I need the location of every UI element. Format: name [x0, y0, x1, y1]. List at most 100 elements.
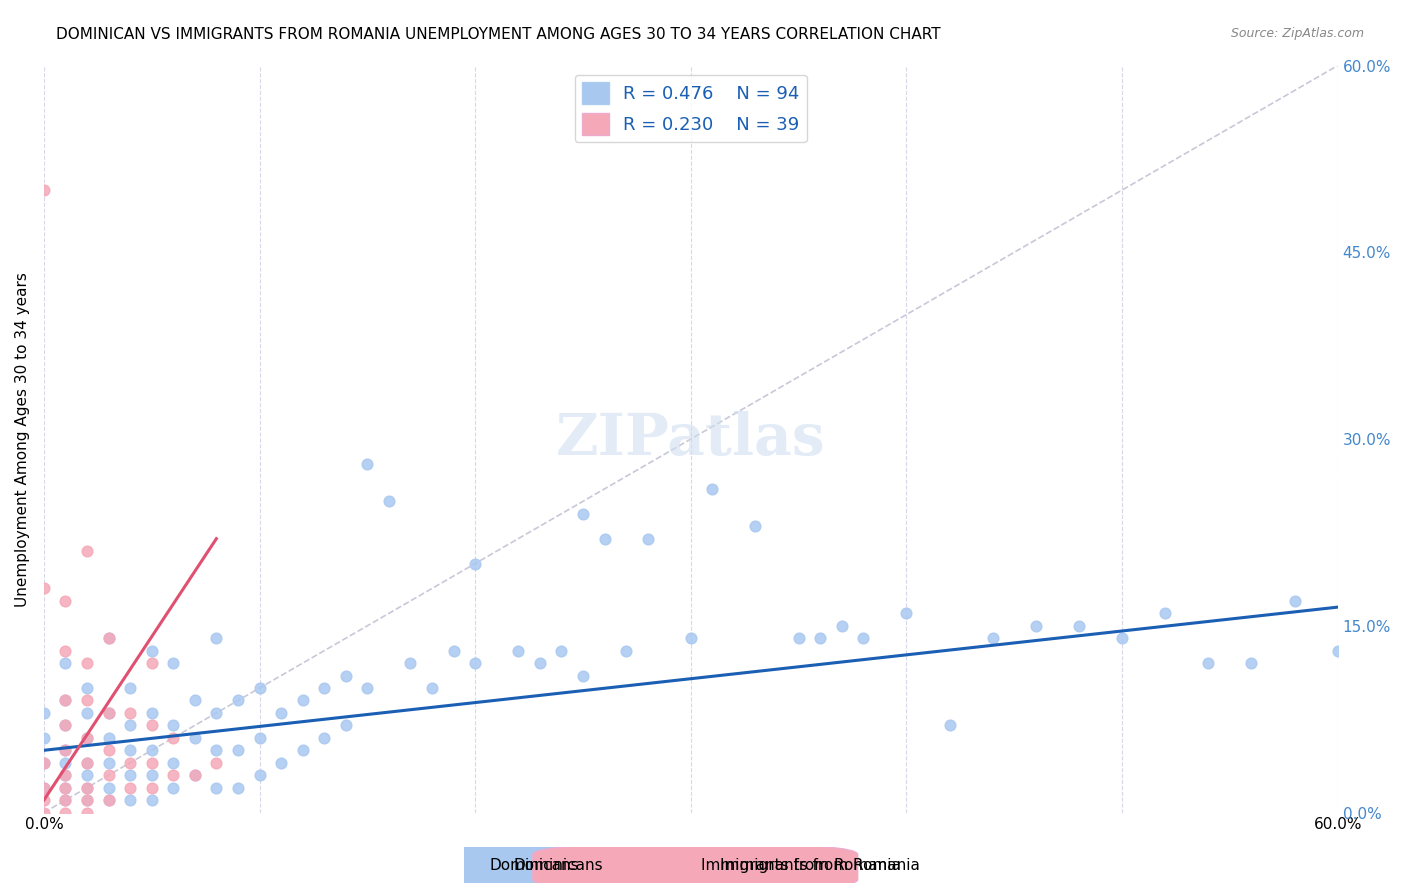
Point: [1197, 656, 1219, 670]
Point: [55, 768, 77, 782]
Point: [76, 731, 98, 745]
Point: [55, 643, 77, 657]
Point: [572, 668, 595, 682]
Point: [97, 756, 120, 770]
Point: [120, 780, 142, 795]
Point: [162, 656, 184, 670]
Point: [356, 681, 378, 695]
Point: [32, 706, 55, 720]
Point: [205, 743, 228, 757]
Point: [97, 793, 120, 807]
Point: [981, 632, 1004, 646]
Text: DOMINICAN VS IMMIGRANTS FROM ROMANIA UNEMPLOYMENT AMONG AGES 30 TO 34 YEARS CORR: DOMINICAN VS IMMIGRANTS FROM ROMANIA UNE…: [56, 27, 941, 42]
Point: [464, 656, 486, 670]
Point: [97, 743, 120, 757]
Y-axis label: Unemployment Among Ages 30 to 34 years: Unemployment Among Ages 30 to 34 years: [15, 272, 30, 607]
Point: [1240, 656, 1263, 670]
Point: [399, 656, 422, 670]
Point: [55, 718, 77, 732]
Point: [55, 594, 77, 608]
Point: [420, 681, 443, 695]
Point: [76, 681, 98, 695]
Point: [162, 768, 184, 782]
Point: [226, 743, 249, 757]
Text: Dominicans: Dominicans: [489, 858, 579, 872]
Point: [162, 731, 184, 745]
Point: [550, 643, 572, 657]
Point: [32, 582, 55, 596]
Point: [55, 793, 77, 807]
Point: [896, 607, 918, 621]
Point: [76, 756, 98, 770]
Point: [249, 731, 271, 745]
Point: [55, 780, 77, 795]
Point: [205, 706, 228, 720]
Point: [529, 656, 551, 670]
Point: [1326, 643, 1348, 657]
Point: [76, 768, 98, 782]
Point: [32, 805, 55, 820]
Point: [55, 743, 77, 757]
Point: [76, 693, 98, 707]
Text: ZIPatlas: ZIPatlas: [555, 411, 825, 467]
Point: [76, 780, 98, 795]
FancyBboxPatch shape: [326, 844, 651, 890]
Point: [55, 768, 77, 782]
Point: [32, 756, 55, 770]
Point: [378, 494, 401, 508]
Point: [787, 632, 810, 646]
Point: [226, 693, 249, 707]
Point: [76, 544, 98, 558]
Point: [1025, 619, 1047, 633]
Point: [938, 718, 960, 732]
Text: Source: ZipAtlas.com: Source: ZipAtlas.com: [1230, 27, 1364, 40]
Point: [55, 780, 77, 795]
Point: [184, 693, 207, 707]
Point: [162, 756, 184, 770]
Point: [76, 731, 98, 745]
Point: [120, 718, 142, 732]
Point: [852, 632, 875, 646]
Point: [291, 693, 314, 707]
Point: [97, 706, 120, 720]
Point: [97, 780, 120, 795]
Point: [120, 768, 142, 782]
Point: [1284, 594, 1306, 608]
Point: [97, 768, 120, 782]
Point: [831, 619, 853, 633]
Point: [808, 632, 831, 646]
Point: [508, 643, 530, 657]
Point: [32, 756, 55, 770]
Point: [141, 643, 163, 657]
Point: [97, 731, 120, 745]
Text: Immigrants from Romania: Immigrants from Romania: [702, 858, 901, 872]
Point: [205, 780, 228, 795]
Text: Immigrants from Romania: Immigrants from Romania: [720, 858, 920, 872]
Point: [679, 632, 702, 646]
Text: Dominicans: Dominicans: [513, 858, 603, 872]
Point: [614, 643, 637, 657]
Point: [55, 693, 77, 707]
Point: [55, 805, 77, 820]
Point: [744, 519, 766, 533]
Point: [55, 693, 77, 707]
Point: [141, 718, 163, 732]
Point: [637, 532, 659, 546]
Point: [291, 743, 314, 757]
Point: [76, 780, 98, 795]
Point: [141, 793, 163, 807]
FancyBboxPatch shape: [533, 844, 858, 890]
Point: [270, 706, 292, 720]
Point: [55, 718, 77, 732]
Point: [120, 706, 142, 720]
Point: [97, 632, 120, 646]
Point: [120, 756, 142, 770]
Point: [702, 482, 724, 496]
Point: [335, 668, 357, 682]
Point: [572, 507, 595, 521]
Point: [593, 532, 616, 546]
Point: [226, 780, 249, 795]
Point: [205, 632, 228, 646]
Point: [141, 768, 163, 782]
Point: [464, 557, 486, 571]
